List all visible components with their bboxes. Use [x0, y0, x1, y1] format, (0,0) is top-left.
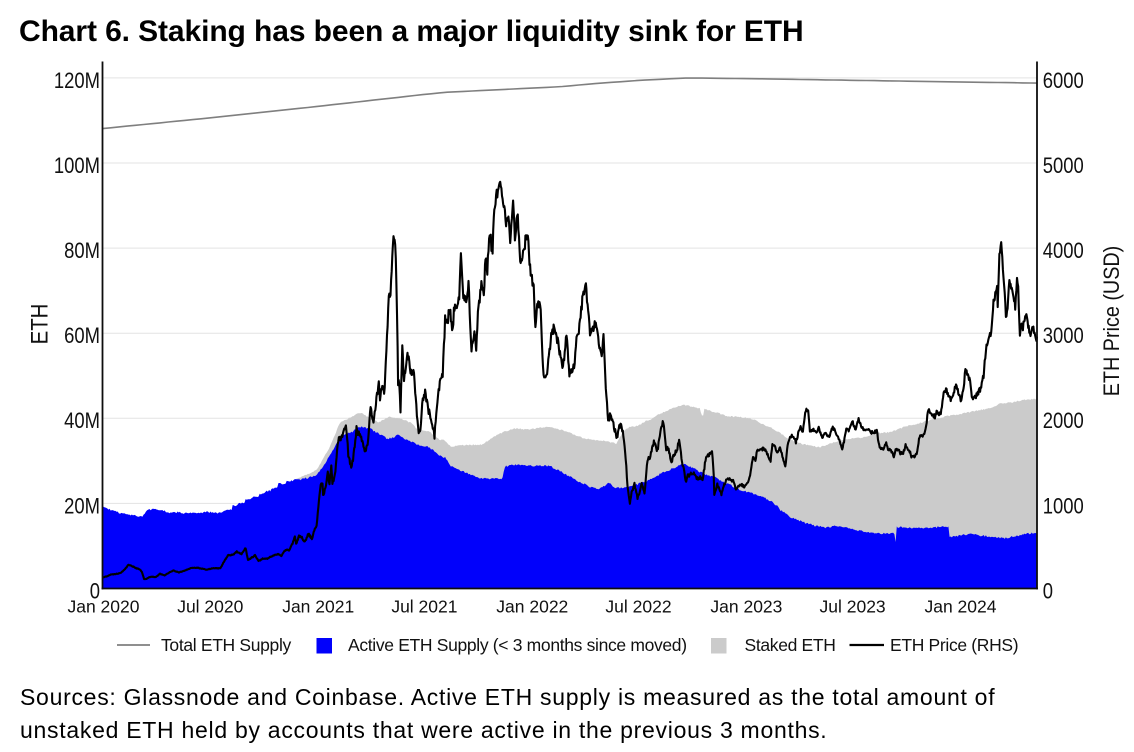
svg-text:ETH Price (RHS): ETH Price (RHS): [890, 635, 1018, 655]
svg-text:5000: 5000: [1043, 153, 1084, 178]
svg-text:ETH Price (USD): ETH Price (USD): [1100, 246, 1124, 397]
svg-text:Jan 2020: Jan 2020: [67, 597, 139, 617]
svg-text:Jan 2024: Jan 2024: [924, 597, 996, 617]
svg-text:0: 0: [1043, 579, 1053, 604]
svg-text:Staked ETH: Staked ETH: [745, 635, 836, 655]
svg-text:Total ETH Supply: Total ETH Supply: [161, 635, 291, 655]
svg-text:80M: 80M: [64, 238, 100, 263]
svg-text:6000: 6000: [1043, 68, 1084, 93]
svg-text:120M: 120M: [54, 68, 100, 93]
svg-text:4000: 4000: [1043, 238, 1084, 263]
svg-text:ETH: ETH: [26, 304, 53, 345]
svg-text:Jul 2022: Jul 2022: [605, 597, 671, 617]
svg-text:Jul 2023: Jul 2023: [820, 597, 886, 617]
svg-text:Jul 2021: Jul 2021: [391, 597, 457, 617]
svg-text:Jan 2022: Jan 2022: [496, 597, 568, 617]
svg-text:100M: 100M: [54, 153, 100, 178]
svg-text:20M: 20M: [64, 494, 100, 519]
svg-text:1000: 1000: [1043, 494, 1084, 519]
svg-text:60M: 60M: [64, 323, 100, 348]
svg-text:Jul 2020: Jul 2020: [177, 597, 243, 617]
svg-text:Jan 2023: Jan 2023: [710, 597, 782, 617]
svg-text:Jan 2021: Jan 2021: [282, 597, 354, 617]
svg-text:Active ETH Supply (< 3 months: Active ETH Supply (< 3 months since move…: [348, 635, 687, 655]
svg-text:0: 0: [90, 579, 100, 604]
svg-text:40M: 40M: [64, 409, 100, 434]
svg-text:3000: 3000: [1043, 323, 1084, 348]
svg-text:2000: 2000: [1043, 409, 1084, 434]
